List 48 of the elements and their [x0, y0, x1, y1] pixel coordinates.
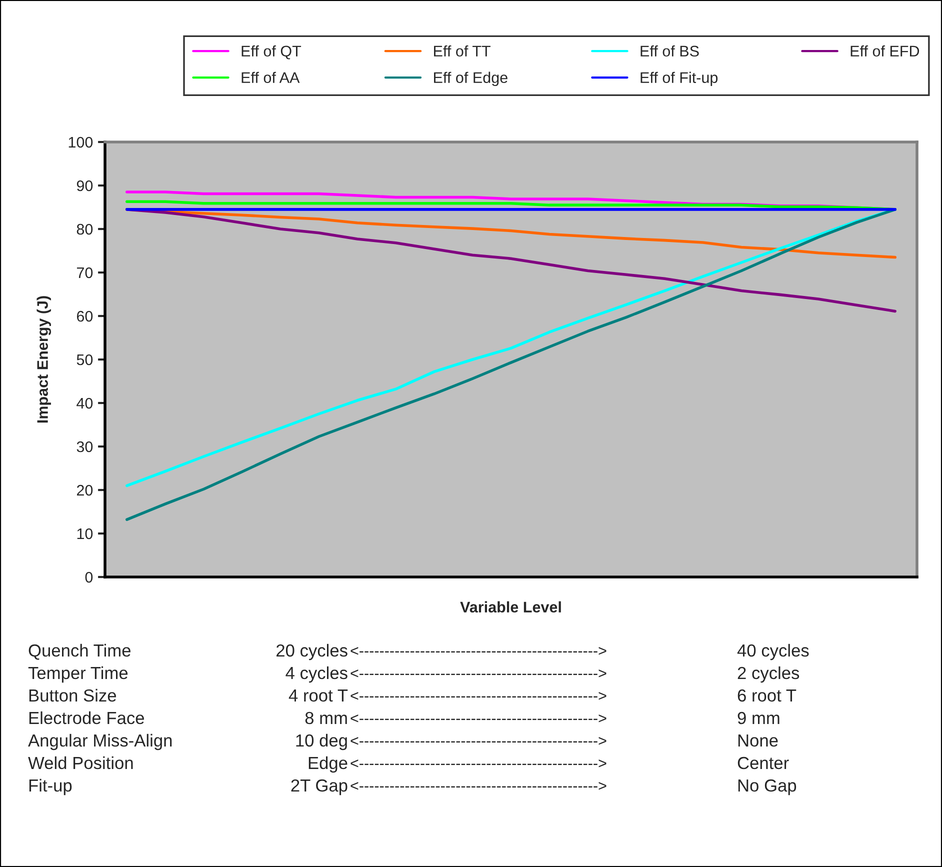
legend-label: Eff of AA — [242, 72, 300, 84]
text: 10 deg — [296, 734, 347, 750]
y-axis-title: Impact Energy (J) — [36, 296, 52, 423]
text: 8 mm — [305, 712, 347, 724]
legend-label: Eff of BS — [640, 45, 699, 57]
legend-label: Eff of TT — [434, 45, 490, 57]
y-tick-label: 70 — [76, 267, 93, 278]
text: <-----------------------------------------------> — [350, 737, 606, 745]
text: No Gap — [738, 779, 796, 796]
text: 9 mm — [738, 712, 780, 724]
text: <-----------------------------------------------> — [350, 760, 606, 768]
text: 20 cycles — [276, 644, 348, 660]
y-tick-label: 20 — [76, 484, 93, 496]
text: Angular Miss-Align — [28, 734, 172, 750]
text: Center — [738, 756, 789, 770]
text: <-----------------------------------------------> — [350, 782, 606, 790]
y-tick-label: 30 — [76, 441, 93, 452]
legend-label: Eff of EFD — [850, 45, 920, 57]
text: Quench Time — [28, 644, 130, 660]
text: <-----------------------------------------------> — [350, 647, 606, 655]
text: Electrode Face — [29, 711, 144, 724]
y-tick-label: 10 — [77, 528, 93, 540]
legend-label: Eff of Fit-up — [640, 72, 718, 86]
text: Fit-up — [29, 778, 72, 796]
y-tick-label: 50 — [76, 354, 93, 366]
text: 6 root T — [738, 689, 796, 702]
text: <-----------------------------------------------> — [350, 692, 606, 700]
text: 2 cycles — [738, 666, 800, 683]
text: <-----------------------------------------------> — [350, 670, 606, 678]
text: <-----------------------------------------------> — [350, 714, 606, 722]
y-tick-label: 0 — [85, 572, 93, 583]
text: None — [738, 734, 778, 747]
y-tick-label: 100 — [68, 136, 93, 148]
y-tick-label: 80 — [76, 224, 93, 235]
y-tick-label: 40 — [76, 398, 93, 409]
text: 4 cycles — [286, 666, 348, 683]
text: 2T Gap — [291, 779, 348, 796]
x-axis-title: Variable Level — [460, 601, 561, 613]
text: Button Size — [29, 688, 116, 702]
text: 40 cycles — [737, 644, 809, 660]
text: Edge — [308, 756, 348, 773]
text: 4 root T — [288, 690, 348, 702]
legend-label: Eff of Edge — [434, 72, 508, 86]
legend-label: Eff of QT — [242, 45, 302, 60]
y-tick-label: 90 — [76, 180, 93, 192]
text: Temper Time — [28, 666, 128, 683]
y-tick-label: 60 — [76, 310, 93, 322]
text: Weld Position — [28, 756, 133, 770]
